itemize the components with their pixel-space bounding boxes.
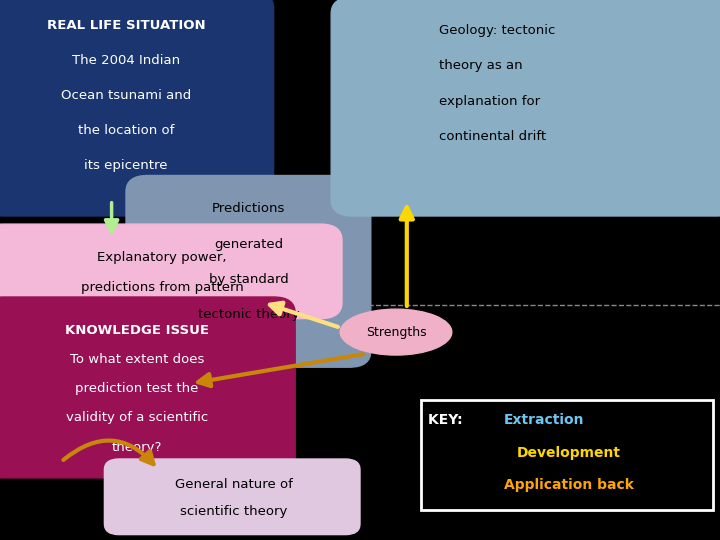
Text: validity of a scientific: validity of a scientific bbox=[66, 411, 208, 424]
Text: continental drift: continental drift bbox=[439, 130, 546, 143]
Text: To what extent does: To what extent does bbox=[70, 353, 204, 366]
Text: Extraction: Extraction bbox=[504, 413, 585, 427]
Ellipse shape bbox=[341, 309, 452, 355]
FancyBboxPatch shape bbox=[0, 224, 342, 319]
Text: KEY:: KEY: bbox=[428, 413, 473, 427]
Text: Predictions: Predictions bbox=[212, 202, 285, 215]
Text: theory as an: theory as an bbox=[439, 59, 523, 72]
Text: the location of: the location of bbox=[78, 124, 174, 137]
Text: Geology: tectonic: Geology: tectonic bbox=[439, 24, 556, 37]
Text: by standard: by standard bbox=[209, 273, 288, 286]
Text: prediction test the: prediction test the bbox=[75, 382, 199, 395]
FancyBboxPatch shape bbox=[0, 297, 295, 478]
FancyBboxPatch shape bbox=[126, 176, 371, 367]
Text: Explanatory power,: Explanatory power, bbox=[97, 251, 227, 264]
FancyBboxPatch shape bbox=[0, 0, 274, 216]
Text: KNOWLEDGE ISSUE: KNOWLEDGE ISSUE bbox=[65, 324, 209, 337]
Text: its epicentre: its epicentre bbox=[84, 159, 168, 172]
Text: REAL LIFE SITUATION: REAL LIFE SITUATION bbox=[47, 19, 205, 32]
Text: General nature of: General nature of bbox=[175, 478, 293, 491]
Text: Development: Development bbox=[517, 446, 621, 460]
FancyBboxPatch shape bbox=[104, 459, 360, 535]
FancyBboxPatch shape bbox=[331, 0, 720, 216]
Text: theory?: theory? bbox=[112, 441, 162, 454]
Text: predictions from pattern: predictions from pattern bbox=[81, 281, 243, 294]
Text: Strengths: Strengths bbox=[366, 326, 426, 339]
FancyBboxPatch shape bbox=[421, 400, 713, 510]
Text: Ocean tsunami and: Ocean tsunami and bbox=[61, 89, 191, 102]
Text: explanation for: explanation for bbox=[439, 94, 540, 107]
Text: The 2004 Indian: The 2004 Indian bbox=[72, 54, 180, 67]
Text: tectonic theory: tectonic theory bbox=[197, 308, 300, 321]
Text: Application back: Application back bbox=[504, 478, 634, 492]
Text: scientific theory: scientific theory bbox=[180, 505, 288, 518]
Text: generated: generated bbox=[214, 238, 283, 251]
